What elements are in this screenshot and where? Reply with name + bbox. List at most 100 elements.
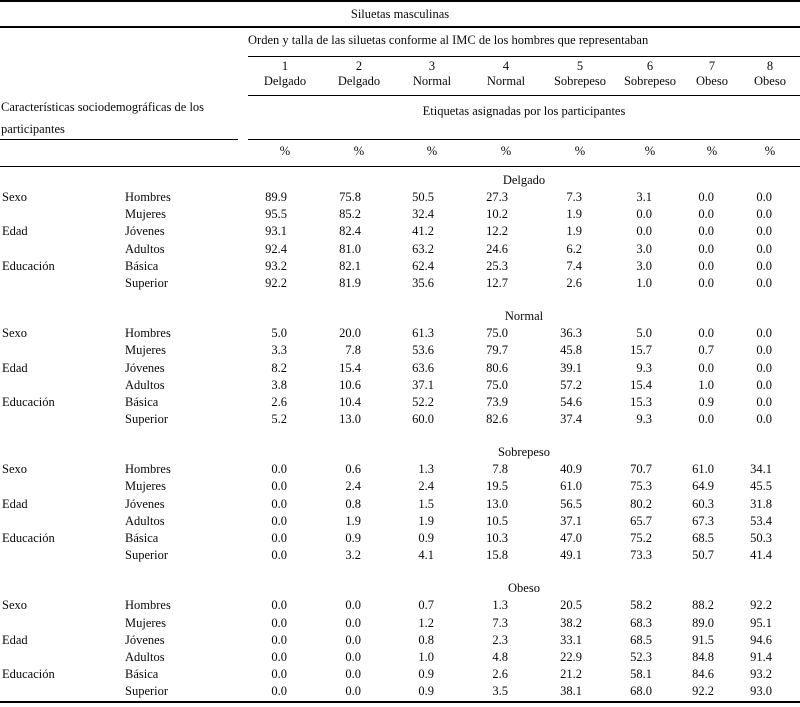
category-cell: Sexo [2,190,27,204]
group-cell: Básica [125,667,159,682]
value-cell: 0.0 [345,684,361,699]
value-cell: 64.9 [692,479,714,494]
value-cell: 15.8 [486,548,508,563]
assigned-labels-header: Etiquetas asignadas por los participante… [422,104,626,118]
value-cell: 15.3 [630,394,652,409]
percent-symbol: % [764,144,776,158]
value-cell: 5.0 [636,326,652,341]
value-cell: 12.7 [486,275,508,290]
bmi-section: Sobrepeso Sexo Hombres 0.0 0.6 [0,443,800,564]
bmi-section: Obeso Sexo Hombres 0.0 0.0 [0,579,800,700]
value-cell: 12.2 [486,224,508,239]
value-cell: 37.1 [560,513,582,528]
value-cell: 6.2 [566,241,582,256]
value-cell: 2.6 [566,275,582,290]
column-number: 8 [766,59,774,73]
value-cell: 10.2 [486,207,508,222]
sociodemographic-header: Características sociodemográficas de los… [1,100,205,136]
value-cell: 0.0 [345,632,361,647]
percent-row: % % % % % % % % [248,143,800,160]
table-row: Sexo Hombres 0.0 0.0 0.7 [0,597,800,614]
value-cell: 50.5 [412,190,434,204]
table-row: Superior 5.2 13.0 60.0 82.6 [0,411,800,428]
value-cell: 3.0 [636,258,652,273]
value-cell: 63.2 [412,241,434,256]
value-cell: 0.0 [698,241,714,256]
value-cell: 61.3 [412,326,434,341]
value-cell: 0.0 [271,479,287,494]
category-cell [0,411,120,428]
value-cell: 25.3 [486,258,508,273]
value-cell: 38.1 [560,684,582,699]
table-row: Mujeres 0.0 2.4 2.4 19.5 [0,478,800,495]
value-cell: 47.0 [560,531,582,545]
value-cell: 0.0 [756,326,772,341]
group-cell: Adultos [125,513,165,528]
group-cell: Mujeres [125,479,166,494]
category-cell [0,649,120,666]
value-cell: 50.3 [750,531,772,545]
value-cell: 1.5 [418,496,434,511]
value-cell: 19.5 [486,479,508,494]
value-cell: 0.0 [698,412,714,427]
value-cell: 85.2 [339,207,361,222]
value-cell: 7.8 [345,343,361,358]
value-cell: 89.9 [265,190,287,204]
column-number: 4 [502,59,510,73]
order-size-header: Orden y talla de las siluetas conforme a… [248,33,649,47]
category-cell [0,478,120,495]
value-cell: 95.1 [750,615,772,630]
value-cell: 0.0 [756,190,772,204]
value-cell: 0.0 [345,598,361,613]
value-cell: 13.0 [486,496,508,511]
value-cell: 0.0 [756,360,772,375]
value-cell: 0.9 [418,684,434,699]
value-cell: 68.5 [630,632,652,647]
value-cell: 91.5 [692,632,714,647]
column-number: 2 [355,59,363,73]
value-cell: 1.0 [636,275,652,290]
value-cell: 31.8 [750,496,772,511]
value-cell: 33.1 [560,632,582,647]
value-cell: 0.0 [756,343,772,358]
value-cell: 0.0 [271,649,287,664]
bmi-section: Normal Sexo Hombres 5.0 20.0 [0,307,800,428]
title-bottom-rule [0,26,800,28]
category-cell [0,683,120,700]
value-cell: 37.4 [560,412,582,427]
group-cell: Hombres [125,326,171,341]
table-row: Edad Jóvenes 0.0 0.8 1.5 [0,496,800,513]
value-cell: 45.5 [750,479,772,494]
value-cell: 1.0 [698,377,714,392]
percent-symbol: % [500,144,512,158]
value-cell: 1.3 [492,598,508,613]
section-rows: Sexo Hombres 89.9 75.8 50.5 [0,189,800,292]
value-cell: 75.2 [630,531,652,545]
value-cell: 82.4 [339,224,361,239]
value-cell: 13.0 [339,412,361,427]
value-cell: 81.0 [339,241,361,256]
value-cell: 21.2 [560,667,582,682]
value-cell: 84.6 [692,667,714,682]
table-row: Superior 0.0 0.0 0.9 3.5 [0,683,800,700]
value-cell: 10.4 [339,394,361,409]
table-row: Superior 92.2 81.9 35.6 12.7 [0,275,800,292]
value-cell: 92.4 [265,241,287,256]
category-cell [0,513,120,530]
value-cell: 60.0 [412,412,434,427]
table-row: Adultos 3.8 10.6 37.1 75.0 [0,377,800,394]
table-row: Edad Jóvenes 8.2 15.4 63.6 [0,360,800,377]
value-cell: 63.6 [412,360,434,375]
order-bottom-rule [248,55,800,57]
value-cell: 58.1 [630,667,652,682]
value-cell: 3.1 [636,190,652,204]
value-cell: 4.8 [492,649,508,664]
column-number: 3 [428,59,436,73]
value-cell: 93.2 [750,667,772,682]
category-cell [0,615,120,632]
value-cell: 9.3 [636,360,652,375]
group-cell: Superior [125,412,169,427]
value-cell: 15.4 [339,360,361,375]
value-cell: 75.8 [339,190,361,204]
column-number: 5 [576,59,584,73]
